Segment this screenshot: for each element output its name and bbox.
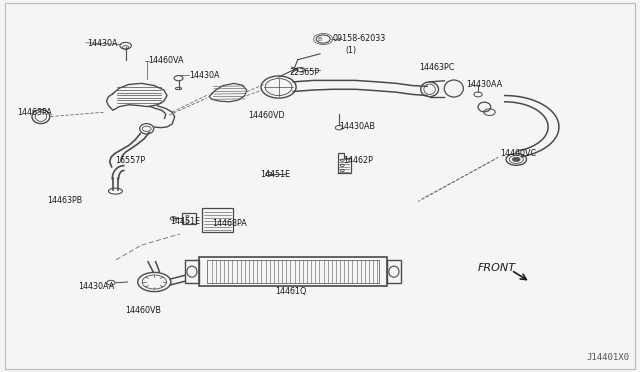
Text: 14468PA: 14468PA <box>212 219 246 228</box>
Text: 14460VD: 14460VD <box>248 110 285 120</box>
Text: 14430A: 14430A <box>88 39 118 48</box>
Text: 14462P: 14462P <box>343 156 373 166</box>
Text: 14463PC: 14463PC <box>419 63 454 72</box>
Text: B: B <box>317 36 321 42</box>
Text: 16557P: 16557P <box>115 155 145 165</box>
Bar <box>202 208 233 232</box>
Text: 14461Q: 14461Q <box>275 287 307 296</box>
Bar <box>387 260 401 283</box>
Bar <box>207 260 380 283</box>
Text: 14430AA: 14430AA <box>78 282 114 291</box>
Text: 14460VC: 14460VC <box>500 149 536 158</box>
Text: 14463PA: 14463PA <box>17 108 52 118</box>
Ellipse shape <box>513 157 520 161</box>
Text: 14460VA: 14460VA <box>148 56 184 65</box>
Text: 14430AB: 14430AB <box>339 122 375 131</box>
Text: FRONT: FRONT <box>478 263 516 273</box>
Bar <box>199 257 387 286</box>
Text: 22365P: 22365P <box>289 68 319 77</box>
Text: (1): (1) <box>346 46 356 55</box>
Text: 14463PB: 14463PB <box>47 196 83 205</box>
Text: 14451E: 14451E <box>260 170 290 179</box>
Text: 14451E: 14451E <box>170 217 200 225</box>
Text: 14460VB: 14460VB <box>125 306 162 315</box>
Text: J14401X0: J14401X0 <box>586 353 629 362</box>
Text: 14430A: 14430A <box>189 71 220 80</box>
Bar <box>182 212 196 224</box>
Bar <box>185 260 199 283</box>
Text: 14430AA: 14430AA <box>467 80 503 89</box>
Text: 09158-62033: 09158-62033 <box>333 34 386 43</box>
